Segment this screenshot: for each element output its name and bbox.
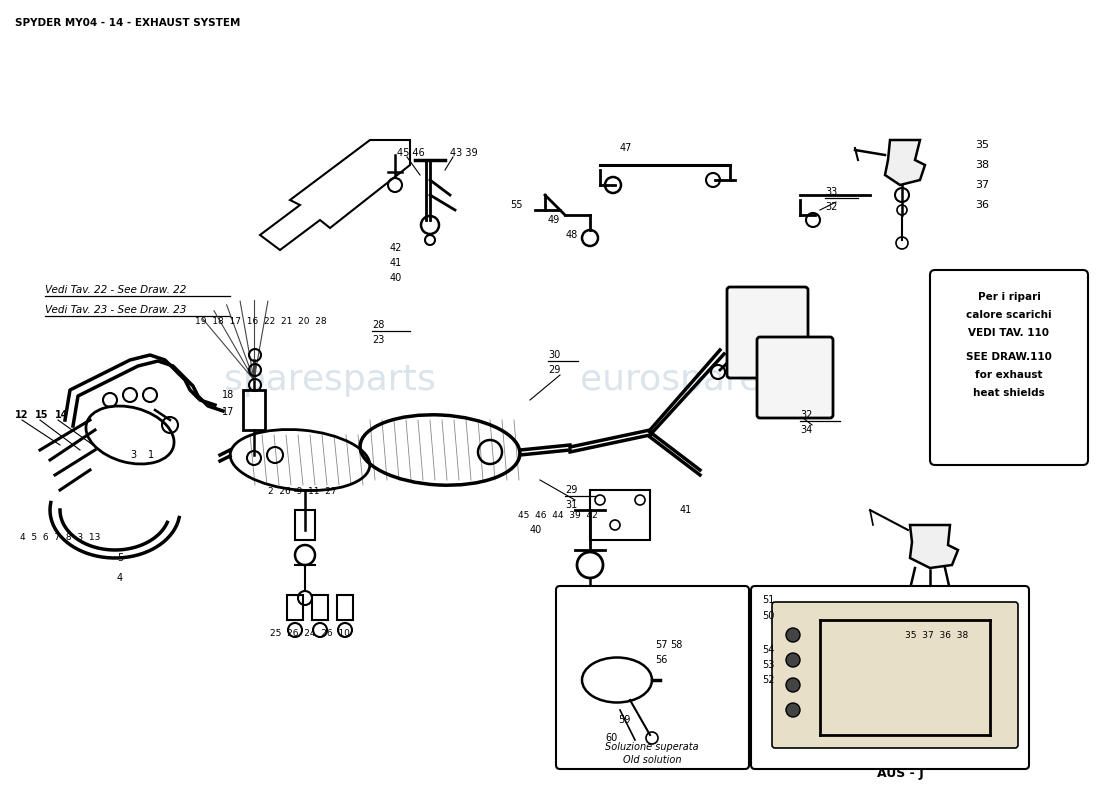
Text: 31: 31 bbox=[565, 500, 578, 510]
Text: 52: 52 bbox=[762, 675, 774, 685]
Text: 41: 41 bbox=[680, 505, 692, 515]
Text: 48: 48 bbox=[566, 230, 579, 240]
Text: 33: 33 bbox=[825, 187, 837, 197]
Text: 36: 36 bbox=[975, 200, 989, 210]
Text: 43 39: 43 39 bbox=[450, 148, 477, 158]
Text: 40: 40 bbox=[390, 273, 403, 283]
Text: 29: 29 bbox=[548, 365, 560, 375]
Text: 45 46: 45 46 bbox=[397, 148, 425, 158]
Text: Soluzione superata: Soluzione superata bbox=[605, 742, 698, 752]
Circle shape bbox=[786, 703, 800, 717]
Text: 58: 58 bbox=[670, 640, 682, 650]
Text: 5: 5 bbox=[117, 553, 123, 563]
Text: 41: 41 bbox=[390, 258, 403, 268]
Text: Vedi Tav. 22 - See Draw. 22: Vedi Tav. 22 - See Draw. 22 bbox=[45, 285, 186, 295]
Text: 19  18  17  16  22  21  20  28: 19 18 17 16 22 21 20 28 bbox=[195, 318, 327, 326]
Circle shape bbox=[786, 653, 800, 667]
FancyBboxPatch shape bbox=[930, 270, 1088, 465]
Text: 4  5  6  7  8  3  13: 4 5 6 7 8 3 13 bbox=[20, 534, 100, 542]
Text: calore scarichi: calore scarichi bbox=[966, 310, 1052, 320]
Text: Vedi Tav. 23 - See Draw. 23: Vedi Tav. 23 - See Draw. 23 bbox=[45, 305, 186, 315]
Text: 51: 51 bbox=[762, 595, 774, 605]
FancyBboxPatch shape bbox=[556, 586, 749, 769]
Text: 1: 1 bbox=[148, 450, 154, 460]
Text: AUS - J: AUS - J bbox=[877, 766, 923, 779]
Text: 57: 57 bbox=[654, 640, 668, 650]
Text: Per i ripari: Per i ripari bbox=[978, 292, 1041, 302]
Polygon shape bbox=[910, 525, 958, 568]
Text: 53: 53 bbox=[762, 660, 774, 670]
Text: 28: 28 bbox=[372, 320, 384, 330]
Text: 40: 40 bbox=[530, 525, 542, 535]
Text: 35: 35 bbox=[975, 140, 989, 150]
Circle shape bbox=[786, 678, 800, 692]
Text: 32: 32 bbox=[825, 202, 837, 212]
Text: VEDI TAV. 110: VEDI TAV. 110 bbox=[968, 328, 1049, 338]
Circle shape bbox=[786, 628, 800, 642]
Text: 59: 59 bbox=[618, 715, 630, 725]
Text: 15: 15 bbox=[35, 410, 48, 420]
Text: 12: 12 bbox=[15, 410, 29, 420]
Polygon shape bbox=[886, 140, 925, 185]
Text: 45  46  44  39  42: 45 46 44 39 42 bbox=[518, 510, 597, 519]
Text: sparesparts: sparesparts bbox=[224, 363, 436, 397]
FancyBboxPatch shape bbox=[772, 602, 1018, 748]
Text: 49: 49 bbox=[548, 215, 560, 225]
Text: 3: 3 bbox=[130, 450, 136, 460]
Polygon shape bbox=[260, 140, 410, 250]
FancyBboxPatch shape bbox=[727, 287, 808, 378]
Text: 54: 54 bbox=[762, 645, 774, 655]
Text: 25  26  24  26  10: 25 26 24 26 10 bbox=[270, 629, 350, 638]
Text: eurospares: eurospares bbox=[580, 363, 780, 397]
Text: 56: 56 bbox=[654, 655, 668, 665]
Text: 37: 37 bbox=[975, 180, 989, 190]
Text: 4: 4 bbox=[117, 573, 123, 583]
Text: heat shields: heat shields bbox=[974, 388, 1045, 398]
FancyBboxPatch shape bbox=[751, 586, 1028, 769]
Text: 34: 34 bbox=[800, 425, 812, 435]
Text: 18: 18 bbox=[222, 390, 234, 400]
Text: 38: 38 bbox=[975, 160, 989, 170]
Text: 14: 14 bbox=[55, 410, 68, 420]
Text: 23: 23 bbox=[372, 335, 384, 345]
Text: 29: 29 bbox=[565, 485, 578, 495]
Text: 60: 60 bbox=[605, 733, 617, 743]
Text: 50: 50 bbox=[762, 611, 774, 621]
Text: for exhaust: for exhaust bbox=[976, 370, 1043, 380]
Text: 35  37  36  38: 35 37 36 38 bbox=[905, 630, 968, 639]
Text: 30: 30 bbox=[548, 350, 560, 360]
Text: 55: 55 bbox=[510, 200, 522, 210]
Text: SPYDER MY04 - 14 - EXHAUST SYSTEM: SPYDER MY04 - 14 - EXHAUST SYSTEM bbox=[15, 18, 241, 28]
Text: 42: 42 bbox=[390, 243, 403, 253]
Text: 32: 32 bbox=[800, 410, 813, 420]
Text: Old solution: Old solution bbox=[623, 755, 681, 765]
Text: 47: 47 bbox=[620, 143, 632, 153]
FancyBboxPatch shape bbox=[757, 337, 833, 418]
Text: 2  26  9  11  27: 2 26 9 11 27 bbox=[268, 487, 337, 497]
Text: 17: 17 bbox=[222, 407, 234, 417]
Text: SEE DRAW.110: SEE DRAW.110 bbox=[966, 352, 1052, 362]
